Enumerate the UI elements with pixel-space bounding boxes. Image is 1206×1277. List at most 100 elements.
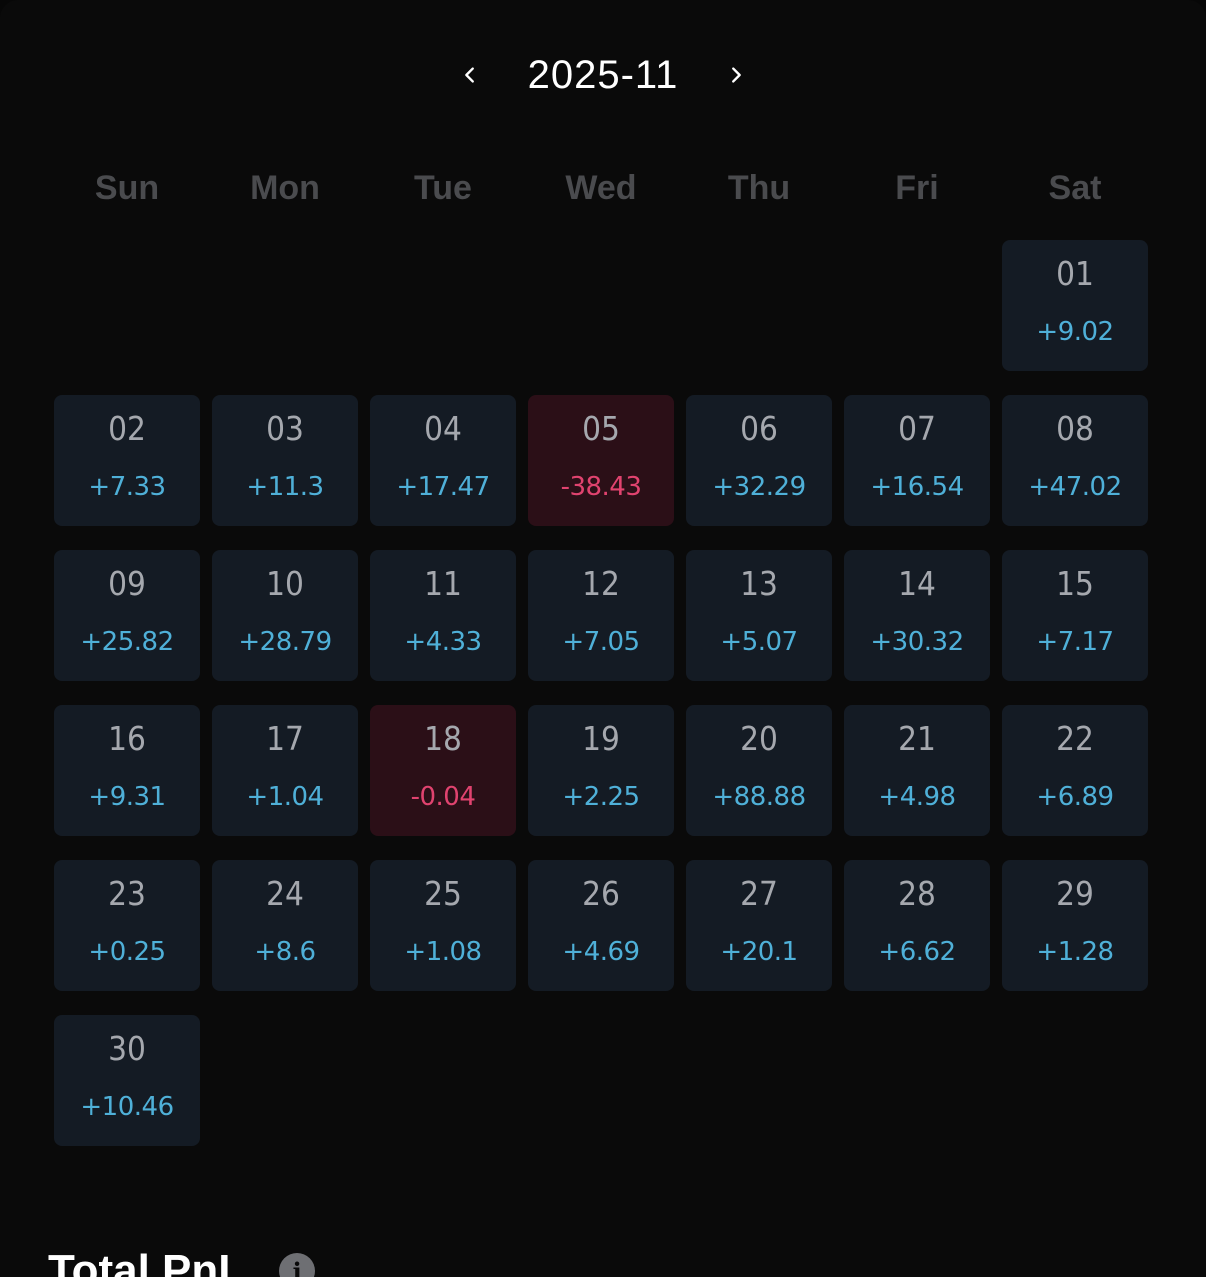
month-navigator: 2025-11 xyxy=(0,40,1206,110)
daily-pnl-value: +7.33 xyxy=(88,472,166,502)
day-number: 07 xyxy=(898,409,936,448)
day-number: 20 xyxy=(740,719,778,758)
day-number: 28 xyxy=(898,874,936,913)
calendar-day-cell[interactable]: 20 +88.88 xyxy=(686,705,832,836)
calendar-day-cell[interactable]: 07 +16.54 xyxy=(844,395,990,526)
day-number: 02 xyxy=(108,409,146,448)
day-number: 15 xyxy=(1056,564,1094,603)
day-number: 23 xyxy=(108,874,146,913)
weekday-label: Thu xyxy=(727,169,791,207)
current-month-label: 2025-11 xyxy=(527,52,679,97)
total-pnl-title: Total PnL xyxy=(48,1246,246,1277)
day-number: 09 xyxy=(108,564,146,603)
calendar-day-cell[interactable]: 06 +32.29 xyxy=(686,395,832,526)
daily-pnl-value: +17.47 xyxy=(396,472,490,502)
empty-day-cell xyxy=(54,240,200,371)
daily-pnl-value: +4.33 xyxy=(404,627,482,657)
day-number: 29 xyxy=(1056,874,1094,913)
calendar-day-cell[interactable]: 23 +0.25 xyxy=(54,860,200,991)
calendar-day-cell[interactable]: 11 +4.33 xyxy=(370,550,516,681)
day-number: 04 xyxy=(424,409,462,448)
calendar-day-cell[interactable]: 19 +2.25 xyxy=(528,705,674,836)
weekday-label: Fri xyxy=(895,169,939,207)
calendar-day-cell[interactable]: 14 +30.32 xyxy=(844,550,990,681)
calendar-day-cell[interactable]: 15 +7.17 xyxy=(1002,550,1148,681)
daily-pnl-value: +30.32 xyxy=(870,627,964,657)
calendar-day-cell[interactable]: 28 +6.62 xyxy=(844,860,990,991)
weekday-label: Wed xyxy=(565,169,637,207)
day-number: 18 xyxy=(424,719,462,758)
day-number: 22 xyxy=(1056,719,1094,758)
weekday-label: Sun xyxy=(94,169,160,207)
info-icon[interactable]: i xyxy=(279,1253,316,1277)
daily-pnl-value: +8.6 xyxy=(254,937,316,967)
weekday-header: Sun Mon Tue Wed Thu Fri Sat xyxy=(54,160,1152,220)
calendar-day-cell[interactable]: 27 +20.1 xyxy=(686,860,832,991)
daily-pnl-value: +1.28 xyxy=(1036,937,1114,967)
empty-day-cell xyxy=(528,240,674,371)
calendar-day-cell[interactable]: 18 -0.04 xyxy=(370,705,516,836)
daily-pnl-value: +47.02 xyxy=(1028,472,1122,502)
calendar-day-cell[interactable]: 30 +10.46 xyxy=(54,1015,200,1146)
day-number: 06 xyxy=(740,409,778,448)
day-number: 24 xyxy=(266,874,304,913)
calendar-day-cell[interactable]: 26 +4.69 xyxy=(528,860,674,991)
daily-pnl-value: +28.79 xyxy=(238,627,332,657)
calendar-day-cell[interactable]: 03 +11.3 xyxy=(212,395,358,526)
daily-pnl-value: +88.88 xyxy=(712,782,806,812)
daily-pnl-value: +2.25 xyxy=(562,782,640,812)
daily-pnl-value: +4.98 xyxy=(878,782,956,812)
weekday-label: Sat xyxy=(1048,169,1102,207)
next-month-button[interactable] xyxy=(714,53,758,97)
daily-pnl-value: +9.31 xyxy=(88,782,166,812)
calendar-day-cell[interactable]: 02 +7.33 xyxy=(54,395,200,526)
calendar-day-cell[interactable]: 08 +47.02 xyxy=(1002,395,1148,526)
day-number: 12 xyxy=(582,564,620,603)
calendar-day-cell[interactable]: 25 +1.08 xyxy=(370,860,516,991)
prev-month-button[interactable] xyxy=(448,53,492,97)
chevron-left-icon xyxy=(464,67,474,83)
daily-pnl-value: +1.04 xyxy=(246,782,324,812)
day-number: 16 xyxy=(108,719,146,758)
day-number: 21 xyxy=(898,719,936,758)
calendar-grid: 01 +9.02 02 +7.33 03 +11.3 04 +17.47 05 -38.43 06 +… xyxy=(54,240,1152,1146)
daily-pnl-value: +7.05 xyxy=(562,627,640,657)
calendar-day-cell[interactable]: 13 +5.07 xyxy=(686,550,832,681)
daily-pnl-value: +20.1 xyxy=(720,937,798,967)
day-number: 08 xyxy=(1056,409,1094,448)
daily-pnl-value: +9.02 xyxy=(1036,317,1114,347)
calendar-day-cell[interactable]: 17 +1.04 xyxy=(212,705,358,836)
day-number: 01 xyxy=(1056,254,1094,293)
chevron-right-icon xyxy=(732,67,742,83)
daily-pnl-value: +0.25 xyxy=(88,937,166,967)
daily-pnl-value: +32.29 xyxy=(712,472,806,502)
calendar-day-cell[interactable]: 29 +1.28 xyxy=(1002,860,1148,991)
calendar-day-cell[interactable]: 12 +7.05 xyxy=(528,550,674,681)
day-number: 27 xyxy=(740,874,778,913)
daily-pnl-value: +4.69 xyxy=(562,937,640,967)
daily-pnl-value: +6.62 xyxy=(878,937,956,967)
calendar-day-cell[interactable]: 21 +4.98 xyxy=(844,705,990,836)
weekday-label: Tue xyxy=(414,169,472,207)
calendar-day-cell[interactable]: 24 +8.6 xyxy=(212,860,358,991)
calendar-day-cell[interactable]: 09 +25.82 xyxy=(54,550,200,681)
day-number: 10 xyxy=(266,564,304,603)
empty-day-cell xyxy=(370,240,516,371)
daily-pnl-value: +11.3 xyxy=(246,472,324,502)
day-number: 25 xyxy=(424,874,462,913)
calendar-day-cell[interactable]: 05 -38.43 xyxy=(528,395,674,526)
calendar-day-cell[interactable]: 01 +9.02 xyxy=(1002,240,1148,371)
calendar-day-cell[interactable]: 16 +9.31 xyxy=(54,705,200,836)
calendar-day-cell[interactable]: 10 +28.79 xyxy=(212,550,358,681)
daily-pnl-value: +16.54 xyxy=(870,472,964,502)
day-number: 17 xyxy=(266,719,304,758)
total-pnl-header: Total PnL i xyxy=(48,1246,316,1277)
calendar-day-cell[interactable]: 22 +6.89 xyxy=(1002,705,1148,836)
calendar-day-cell[interactable]: 04 +17.47 xyxy=(370,395,516,526)
day-number: 13 xyxy=(740,564,778,603)
daily-pnl-value: +1.08 xyxy=(404,937,482,967)
daily-pnl-value: +6.89 xyxy=(1036,782,1114,812)
daily-pnl-value: +25.82 xyxy=(80,627,174,657)
day-number: 26 xyxy=(582,874,620,913)
